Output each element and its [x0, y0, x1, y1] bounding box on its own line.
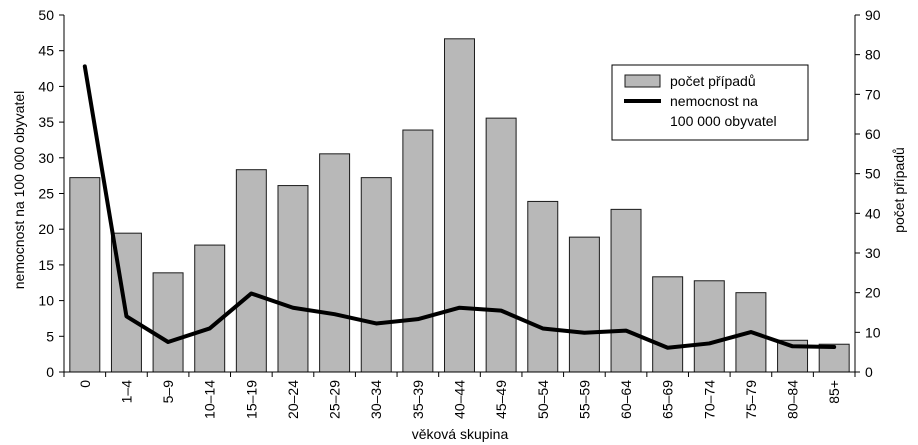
right-axis-title: počet případů	[891, 147, 907, 233]
legend-bar-label: počet případů	[670, 73, 756, 89]
bar-5–9	[152, 272, 184, 373]
bar-20–24	[277, 185, 309, 373]
left-tick-label: 40	[38, 78, 54, 94]
right-tick-label: 20	[865, 285, 881, 301]
legend: počet případů nemocnost na 100 000 obyva…	[611, 64, 809, 141]
left-tick-label: 45	[38, 43, 54, 59]
x-tick-label-20–24: 20–24	[285, 380, 301, 419]
x-tick-label-30–34: 30–34	[368, 380, 384, 419]
x-tick-label-50–54: 50–54	[535, 380, 551, 419]
bar-50–54	[527, 200, 559, 373]
right-tick-label: 0	[865, 364, 873, 380]
bar-30–34	[360, 177, 392, 373]
right-tick-label: 60	[865, 126, 881, 142]
bar-45–49	[485, 117, 517, 373]
bar-0	[69, 177, 101, 373]
left-tick-label: 50	[38, 7, 54, 23]
x-tick-label-65–69: 65–69	[660, 380, 676, 419]
line-series	[82, 64, 837, 350]
left-axis-title: nemocnost na 100 000 obyvatel	[11, 91, 27, 289]
x-tick-label-0: 0	[77, 380, 93, 388]
bar-15–19	[235, 169, 267, 373]
bar-60–64	[610, 208, 642, 373]
x-tick-label-75–79: 75–79	[743, 380, 759, 419]
legend-line-label-2: 100 000 obyvatel	[670, 113, 777, 129]
left-tick-label: 35	[38, 114, 54, 130]
left-tick-label: 10	[38, 293, 54, 309]
right-tick-label: 10	[865, 324, 881, 340]
left-tick-label: 20	[38, 221, 54, 237]
x-tick-label-80–84: 80–84	[785, 380, 801, 419]
x-tick-label-55–59: 55–59	[576, 380, 592, 419]
bar-10–14	[194, 244, 226, 373]
right-axis-ticks: 0 10 20 30 40 50 60 70 80 90	[855, 7, 881, 380]
x-tick-label-40–44: 40–44	[452, 380, 468, 419]
bar-70–74	[693, 280, 725, 373]
bar-series	[69, 38, 850, 373]
bar-55–59	[568, 236, 600, 373]
bar-35–39	[402, 129, 434, 373]
x-tick-label-5–9: 5–9	[160, 380, 176, 404]
x-axis-ticks: 0 1–4 5–9 10–14 15–19 20–24 25–29 30–34 35–39 40–…	[63, 372, 856, 419]
right-tick-label: 70	[865, 86, 881, 102]
left-tick-label: 5	[46, 328, 54, 344]
bar-40–44	[444, 38, 475, 373]
left-axis-ticks: 0 5 10 15 20 25 30 35 40 45 50	[38, 7, 64, 380]
x-tick-label-10–14: 10–14	[202, 380, 218, 419]
x-tick-label-60–64: 60–64	[618, 380, 634, 419]
x-tick-label-45–49: 45–49	[493, 380, 509, 419]
x-tick-label-35–39: 35–39	[410, 380, 426, 419]
x-tick-label-25–29: 25–29	[327, 380, 343, 419]
legend-line-label-1: nemocnost na	[670, 93, 758, 109]
left-tick-label: 30	[38, 150, 54, 166]
legend-bar-swatch	[624, 74, 661, 88]
x-tick-label-15–19: 15–19	[243, 380, 259, 419]
right-tick-label: 90	[865, 7, 881, 23]
x-tick-label-85+: 85+	[826, 380, 842, 404]
right-tick-label: 30	[865, 245, 881, 261]
left-tick-label: 25	[38, 186, 54, 202]
bar-65–69	[652, 276, 684, 373]
x-tick-label-1–4: 1–4	[118, 380, 134, 404]
right-tick-label: 40	[865, 205, 881, 221]
left-tick-label: 0	[46, 364, 54, 380]
right-tick-label: 50	[865, 166, 881, 182]
x-axis-title: věková skupina	[412, 426, 509, 442]
left-tick-label: 15	[38, 257, 54, 273]
right-tick-label: 80	[865, 47, 881, 63]
x-tick-label-70–74: 70–74	[701, 380, 717, 419]
bar-25–29	[319, 153, 351, 373]
